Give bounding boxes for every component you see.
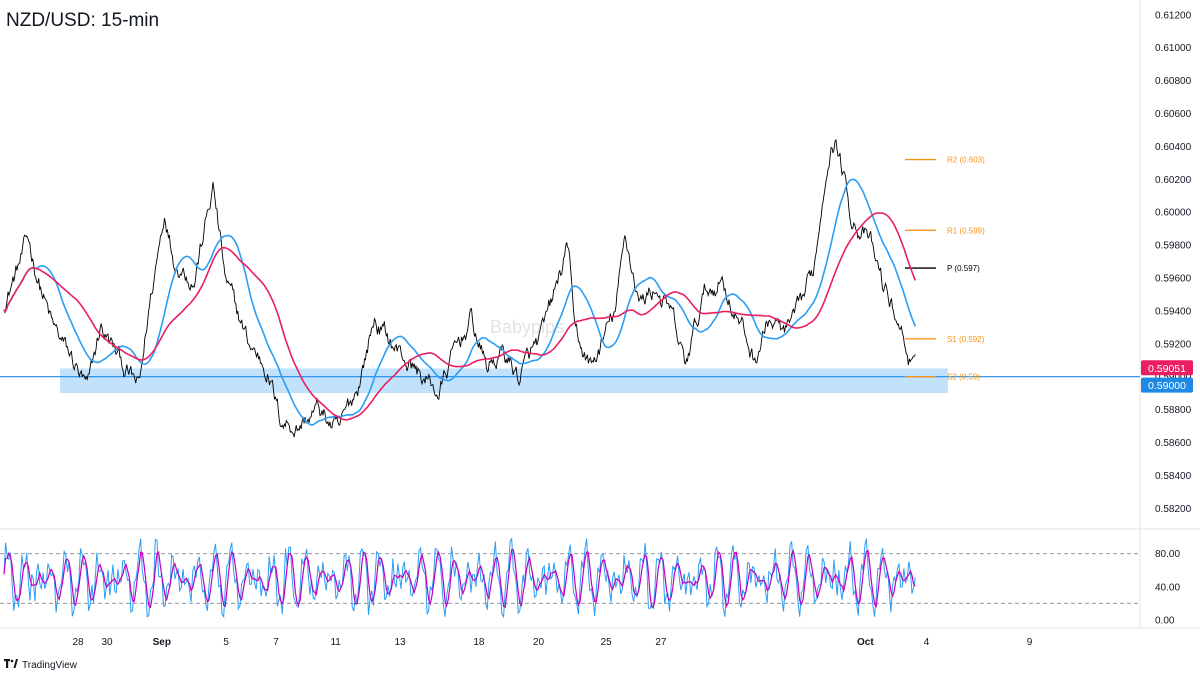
time-axis[interactable]: 28 30 Sep 5 7 11 13 18 20 25 27 Oct 4 9: [72, 637, 1032, 648]
y-tick-label: 0.58200: [1155, 504, 1192, 515]
price-series-line: [3, 138, 916, 438]
price-panel[interactable]: R2 (0.603) R1 (0.599) P (0.597) S1 (0.592) S…: [0, 138, 1140, 438]
x-tick-label: 27: [655, 637, 667, 648]
pivot-label: R1 (0.599): [947, 226, 985, 235]
stochastic-tick-label: 80.00: [1155, 549, 1180, 560]
y-tick-label: 0.59800: [1155, 241, 1192, 252]
stochastic-axis[interactable]: 80.00 40.00 0.00: [1155, 549, 1180, 626]
x-tick-label: 7: [273, 637, 279, 648]
x-tick-label: Oct: [857, 637, 874, 648]
last-price-tag: [1141, 360, 1193, 376]
stochastic-k-line: [3, 537, 916, 619]
tradingview-brand: TradingView: [22, 659, 78, 671]
y-tick-label: 0.58400: [1155, 471, 1192, 482]
y-tick-label: 0.60800: [1155, 76, 1192, 87]
stochastic-tick-label: 0.00: [1155, 616, 1175, 627]
y-tick-label: 0.58600: [1155, 438, 1192, 449]
y-tick-label: 0.60600: [1155, 109, 1192, 120]
y-tick-label: 0.58800: [1155, 405, 1192, 416]
watermark: Babypips: [490, 317, 564, 337]
x-tick-label: 9: [1027, 637, 1033, 648]
pivot-label: S1 (0.592): [947, 335, 985, 344]
y-tick-label: 0.61200: [1155, 10, 1192, 21]
stochastic-d-line: [3, 548, 916, 609]
stochastic-panel[interactable]: [0, 537, 1140, 619]
x-tick-label: Sep: [153, 637, 171, 648]
tradingview-footer[interactable]: TradingView: [4, 659, 77, 671]
y-tick-label: 0.61000: [1155, 43, 1192, 54]
support-zone: [60, 368, 948, 394]
x-tick-label: 5: [223, 637, 229, 648]
y-tick-label: 0.59600: [1155, 273, 1192, 284]
last-price-tag-label: 0.59051: [1148, 363, 1186, 375]
price-axis[interactable]: 0.61200 0.61000 0.60800 0.60600 0.60400 0.602…: [1155, 10, 1192, 514]
x-tick-label: 4: [924, 637, 930, 648]
x-tick-label: 20: [533, 637, 545, 648]
x-tick-label: 28: [72, 637, 84, 648]
level-price-tag-label: 0.59000: [1148, 380, 1186, 392]
y-tick-label: 0.60000: [1155, 208, 1192, 219]
x-tick-label: 30: [101, 637, 113, 648]
pivot-label: P (0.597): [947, 264, 980, 273]
y-tick-label: 0.59200: [1155, 339, 1192, 350]
y-tick-label: 0.59400: [1155, 306, 1192, 317]
level-price-tag: [1141, 377, 1193, 393]
y-tick-label: 0.60200: [1155, 175, 1192, 186]
tradingview-logo-icon: [4, 659, 18, 671]
stochastic-tick-label: 40.00: [1155, 582, 1180, 593]
y-tick-label: 0.60400: [1155, 142, 1192, 153]
chart-title: NZD/USD: 15-min: [6, 10, 160, 31]
x-tick-label: 13: [394, 637, 406, 648]
slow-ma-line: [3, 212, 917, 421]
pivot-label: S2 (0.59): [947, 373, 980, 382]
x-tick-label: 18: [473, 637, 485, 648]
x-tick-label: 25: [601, 637, 613, 648]
x-tick-label: 11: [330, 637, 341, 648]
pivot-label: R2 (0.603): [947, 156, 985, 165]
